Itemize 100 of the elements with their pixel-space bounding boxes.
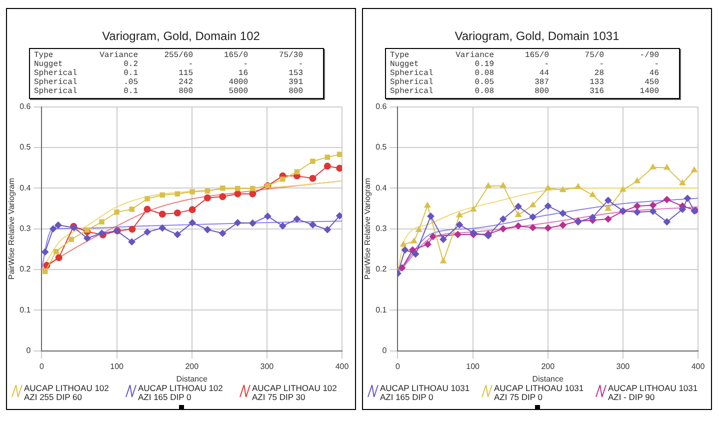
y-tick-label: 0.1 (376, 305, 388, 314)
point (559, 210, 566, 217)
y-axis-title: PairWise Relative Variogram (363, 178, 372, 280)
y-tick-label: 0.5 (376, 142, 388, 152)
point (234, 190, 242, 198)
point (398, 264, 406, 272)
chart-title: Variogram, Gold, Domain 1031 (454, 29, 620, 43)
point (294, 169, 300, 174)
point (440, 258, 446, 264)
point (454, 230, 462, 238)
text: Spherical 0.08 800 316 1400 (390, 87, 659, 96)
legend-label: AUCAP LITHOAU 102 AZI 165 DIP 0 (138, 383, 224, 402)
point (220, 186, 226, 191)
point (424, 240, 432, 248)
point (430, 233, 437, 240)
y-tick-label: 0.3 (20, 224, 32, 234)
point (293, 216, 300, 223)
point (84, 234, 91, 242)
y-tick-label: 0.6 (20, 102, 32, 112)
point (529, 214, 536, 221)
text: Spherical 0.05 387 133 450 (390, 78, 659, 87)
point (515, 211, 522, 217)
point (544, 184, 552, 190)
legend-label: AUCAP LITHOAU 1031 AZI 75 DIP 0 (494, 383, 585, 402)
point (589, 214, 596, 221)
point (264, 212, 272, 220)
point (400, 241, 406, 247)
x-axis-title: Distance (176, 374, 208, 384)
x-tick-label: 400 (335, 362, 350, 371)
y-tick-label: 0.3 (376, 224, 388, 234)
point (456, 212, 463, 218)
point (128, 226, 136, 233)
point (544, 202, 552, 210)
point (174, 191, 180, 196)
point (188, 219, 196, 226)
point (634, 208, 641, 216)
point (84, 227, 90, 233)
point (54, 222, 62, 229)
legend-label: AUCAP LITHOAU 102 AZI 255 DIP 60 (24, 383, 110, 402)
point (402, 246, 409, 254)
point (279, 222, 286, 230)
point (424, 202, 431, 208)
point (114, 210, 120, 215)
chart-title: Variogram, Gold, Domain 102 (101, 29, 261, 43)
point (174, 230, 181, 238)
point (190, 189, 195, 194)
point (691, 166, 698, 172)
point (427, 212, 434, 220)
point (42, 248, 49, 256)
point (559, 222, 566, 229)
point (649, 208, 656, 215)
point (144, 206, 151, 213)
point (500, 225, 507, 232)
point (324, 154, 330, 160)
point (158, 210, 166, 218)
y-tick-label: 0.1 (20, 305, 32, 314)
x-tick-label: 100 (466, 362, 480, 371)
point (68, 236, 74, 242)
x-tick-label: 100 (110, 362, 124, 371)
point (514, 222, 522, 230)
point (410, 238, 418, 244)
point (249, 190, 256, 198)
point (42, 268, 48, 274)
point (679, 180, 686, 186)
point (634, 178, 640, 184)
y-tick-label: 0.2 (376, 264, 388, 274)
x-tick-label: 300 (616, 362, 630, 371)
point (440, 236, 447, 243)
point (158, 224, 166, 232)
point (604, 216, 612, 223)
point (249, 220, 256, 227)
point (204, 226, 211, 234)
point (219, 193, 226, 200)
point (234, 219, 242, 226)
point (310, 158, 316, 164)
legend-label: AUCAP LITHOAU 1031 AZI 165 DIP 0 (380, 383, 471, 402)
point (412, 250, 420, 258)
x-axis-title: Distance (532, 374, 564, 384)
point (684, 194, 691, 202)
point (409, 246, 416, 254)
point (416, 226, 422, 232)
point (280, 176, 286, 182)
legend-label: AUCAP LITHOAU 102 AZI 75 DIP 30 (252, 383, 338, 402)
point (470, 206, 476, 212)
x-tick-label: 0 (395, 362, 400, 371)
x-tick-label: 200 (541, 362, 556, 371)
legend-label: AUCAP LITHOAU 1031 AZI - DIP 90 (608, 383, 699, 402)
text: Type Variance 255/60 165/0 75/30 (34, 51, 303, 60)
point (336, 152, 342, 157)
text: Nugget 0.2 - - - (34, 60, 303, 69)
point (309, 174, 316, 182)
point (188, 206, 196, 214)
point (604, 196, 612, 204)
x-tick-label: 400 (691, 362, 706, 371)
point (144, 228, 151, 236)
point (336, 164, 342, 172)
point (309, 221, 316, 228)
point (54, 248, 59, 254)
point (649, 202, 656, 209)
point (663, 196, 670, 204)
